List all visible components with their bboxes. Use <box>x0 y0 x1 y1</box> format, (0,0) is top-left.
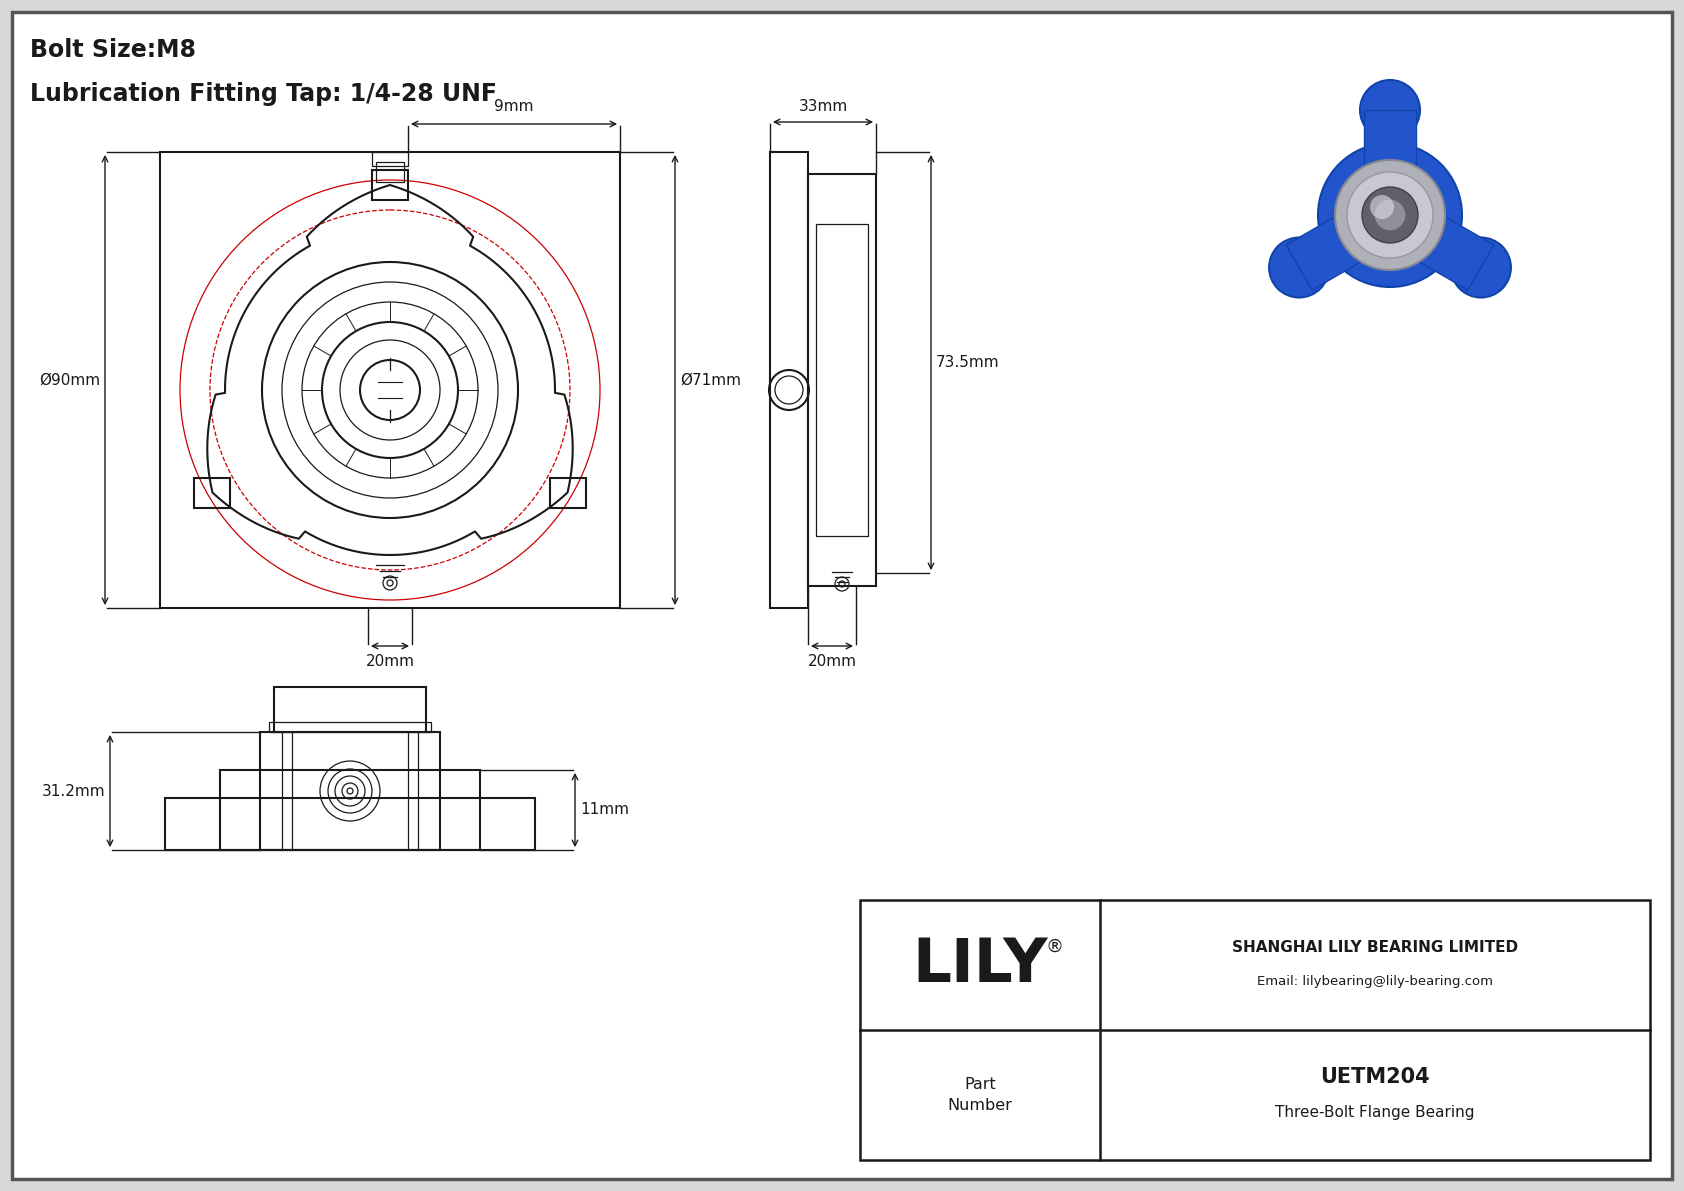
Text: Three-Bolt Flange Bearing: Three-Bolt Flange Bearing <box>1275 1105 1475 1121</box>
Bar <box>269 722 431 732</box>
Text: Ø90mm: Ø90mm <box>39 373 99 387</box>
Bar <box>549 478 586 507</box>
Text: 20mm: 20mm <box>365 654 414 669</box>
Circle shape <box>1335 160 1445 270</box>
Circle shape <box>1452 237 1511 298</box>
Circle shape <box>1347 172 1433 258</box>
Text: SHANGHAI LILY BEARING LIMITED: SHANGHAI LILY BEARING LIMITED <box>1233 940 1517 954</box>
Text: Email: lilybearing@lily-bearing.com: Email: lilybearing@lily-bearing.com <box>1256 974 1494 987</box>
Text: Ø71mm: Ø71mm <box>680 373 741 387</box>
Text: 73.5mm: 73.5mm <box>936 355 1000 370</box>
Polygon shape <box>1394 202 1494 291</box>
Bar <box>817 224 867 536</box>
Text: 31.2mm: 31.2mm <box>42 784 104 798</box>
Text: UETM204: UETM204 <box>1320 1067 1430 1087</box>
Polygon shape <box>1364 110 1416 195</box>
Text: 9mm: 9mm <box>493 99 534 114</box>
Text: 20mm: 20mm <box>808 654 857 669</box>
Polygon shape <box>1287 202 1386 291</box>
Text: Bolt Size:M8: Bolt Size:M8 <box>30 38 195 62</box>
Bar <box>808 174 876 586</box>
Bar <box>372 152 408 166</box>
Circle shape <box>1319 143 1462 287</box>
Text: LILY: LILY <box>913 935 1047 994</box>
Text: 33mm: 33mm <box>798 99 847 114</box>
Bar <box>165 798 536 850</box>
Circle shape <box>1374 199 1406 231</box>
Circle shape <box>1361 80 1420 141</box>
Bar <box>372 170 408 200</box>
Circle shape <box>1371 195 1394 219</box>
Circle shape <box>1270 237 1329 298</box>
Bar <box>770 152 808 607</box>
Text: Lubrication Fitting Tap: 1/4-28 UNF: Lubrication Fitting Tap: 1/4-28 UNF <box>30 82 497 106</box>
Bar <box>274 687 426 732</box>
Text: 11mm: 11mm <box>579 803 630 817</box>
Text: Part
Number: Part Number <box>948 1077 1012 1114</box>
Bar <box>259 732 440 850</box>
Bar <box>194 478 231 507</box>
Bar <box>376 162 404 182</box>
Bar <box>861 900 1650 1160</box>
Text: ®: ® <box>1046 939 1064 956</box>
Bar <box>160 152 620 607</box>
Circle shape <box>1362 187 1418 243</box>
Bar <box>221 771 480 850</box>
